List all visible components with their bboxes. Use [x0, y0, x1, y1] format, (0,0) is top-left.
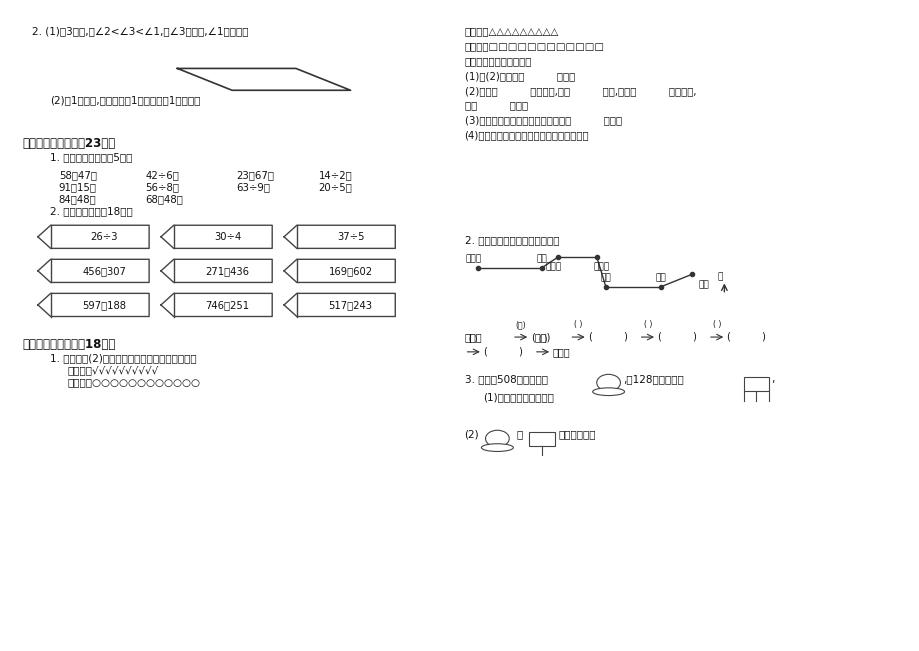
Text: 23＋67＝: 23＋67＝ — [236, 171, 275, 180]
Text: 68－48＝: 68－48＝ — [145, 194, 183, 204]
Text: 30÷4: 30÷4 — [213, 232, 241, 242]
Text: 42÷6＝: 42÷6＝ — [145, 171, 179, 180]
Text: 169＋602: 169＋602 — [328, 266, 372, 276]
Text: 科技书：√√√√√√√√√√: 科技书：√√√√√√√√√√ — [68, 365, 159, 376]
Text: 20÷5＝: 20÷5＝ — [318, 182, 352, 192]
Text: 诗歌选：□□□□□□□□□□□□: 诗歌选：□□□□□□□□□□□□ — [464, 42, 604, 51]
Text: 56÷8＝: 56÷8＝ — [145, 182, 179, 192]
Text: 北: 北 — [716, 273, 721, 282]
Polygon shape — [284, 259, 395, 283]
Ellipse shape — [592, 388, 624, 396]
Text: ( ): ( ) — [469, 335, 477, 344]
Text: 271＋436: 271＋436 — [205, 266, 249, 276]
Text: 63÷9＝: 63÷9＝ — [236, 182, 270, 192]
Text: (商场): (商场) — [530, 332, 550, 342]
Text: 有（          ）人。: 有（ ）人。 — [464, 100, 528, 111]
Text: 3. 妈妈花508元买了一件: 3. 妈妈花508元买了一件 — [464, 374, 547, 383]
FancyBboxPatch shape — [743, 377, 768, 391]
Text: 学校: 学校 — [698, 280, 708, 289]
Text: 小红家: 小红家 — [465, 254, 482, 263]
Polygon shape — [177, 68, 350, 90]
Text: ,花128元买了一件: ,花128元买了一件 — [622, 374, 683, 383]
Polygon shape — [161, 294, 272, 316]
Text: (2): (2) — [464, 430, 479, 439]
Text: 便宜多少钱？: 便宜多少钱？ — [558, 430, 596, 439]
Text: 商场: 商场 — [536, 254, 547, 263]
Polygon shape — [161, 225, 272, 249]
Circle shape — [596, 374, 619, 391]
Text: 456＋307: 456＋307 — [83, 266, 126, 276]
Text: ,: , — [770, 374, 774, 383]
Text: ( ): ( ) — [643, 320, 652, 329]
Text: ( ): ( ) — [539, 335, 547, 344]
Text: 比: 比 — [516, 430, 522, 439]
Text: (          ): ( ) — [657, 332, 696, 342]
FancyBboxPatch shape — [528, 432, 554, 446]
Text: (          ): ( ) — [483, 347, 522, 357]
Text: 六、数学万花筒。（18分）: 六、数学万花筒。（18分） — [22, 339, 116, 352]
Text: 1. 直接写出得数。（5分）: 1. 直接写出得数。（5分） — [50, 152, 132, 163]
Text: 小红家: 小红家 — [464, 332, 482, 342]
Text: 91－15＝: 91－15＝ — [59, 182, 96, 192]
Text: (2)加1条线段,使图中增加1个三角形和1个梯形。: (2)加1条线段,使图中增加1个三角形和1个梯形。 — [50, 96, 200, 105]
Text: 2. (1)画3个角,使∠2<∠3<∠1,且∠3是直角,∠1是钝角。: 2. (1)画3个角,使∠2<∠3<∠1,且∠3是直角,∠1是钝角。 — [31, 27, 248, 36]
Text: 邮局: 邮局 — [600, 273, 610, 283]
Text: (1)二(2)班共有（          ）人。: (1)二(2)班共有（ ）人。 — [464, 71, 574, 81]
Text: (          ): ( ) — [726, 332, 766, 342]
Polygon shape — [38, 294, 149, 316]
Text: ( ): ( ) — [712, 320, 720, 329]
Text: 图书馆: 图书馆 — [545, 262, 562, 271]
Text: 1. 以下为二(2)班同学喜欢图书情况的调查数据：: 1. 以下为二(2)班同学喜欢图书情况的调查数据： — [50, 353, 196, 363]
Polygon shape — [38, 259, 149, 283]
Ellipse shape — [481, 444, 513, 451]
Polygon shape — [161, 259, 272, 283]
Text: 根据整理的结果填一填。: 根据整理的结果填一填。 — [464, 56, 531, 66]
Text: 597－188: 597－188 — [83, 300, 126, 310]
Text: (          ): ( ) — [588, 332, 627, 342]
Polygon shape — [38, 225, 149, 249]
Text: 517－243: 517－243 — [328, 300, 372, 310]
Text: 37÷5: 37÷5 — [336, 232, 364, 242]
Text: 26÷3: 26÷3 — [91, 232, 118, 242]
Text: 84－48＝: 84－48＝ — [59, 194, 96, 204]
Text: 少年宫: 少年宫 — [593, 262, 608, 271]
Text: 故事书：○○○○○○○○○○○○: 故事书：○○○○○○○○○○○○ — [68, 377, 200, 387]
Text: 医院: 医院 — [654, 273, 665, 283]
Text: 746－251: 746－251 — [205, 300, 249, 310]
Text: 58－47＝: 58－47＝ — [59, 171, 96, 180]
Text: 学校。: 学校。 — [552, 347, 570, 357]
Polygon shape — [284, 294, 395, 316]
Text: (3)喜欢诗歌选的比喜欢科技书的多（          ）人。: (3)喜欢诗歌选的比喜欢科技书的多（ ）人。 — [464, 115, 621, 126]
Text: 2. 说一说小红每天上学的路线。: 2. 说一说小红每天上学的路线。 — [464, 236, 559, 245]
Text: 2. 竖式训练营。（18分）: 2. 竖式训练营。（18分） — [50, 206, 132, 217]
Polygon shape — [284, 225, 395, 249]
Text: (2)喜欢（          ）的最多,有（          ）人,喜欢（          ）的最少,: (2)喜欢（ ）的最多,有（ ）人,喜欢（ ）的最少, — [464, 86, 696, 96]
Text: 五、计算大练兵。（23分）: 五、计算大练兵。（23分） — [22, 137, 116, 150]
Circle shape — [485, 430, 509, 447]
Text: 14÷2＝: 14÷2＝ — [318, 171, 352, 180]
Text: (4)你还能提出哪些数学问题？并解答出来。: (4)你还能提出哪些数学问题？并解答出来。 — [464, 130, 588, 140]
Text: (1)她大约花了多少钱？: (1)她大约花了多少钱？ — [482, 393, 553, 402]
Text: (东): (东) — [516, 320, 526, 329]
Text: 漫画书：△△△△△△△△△: 漫画书：△△△△△△△△△ — [464, 27, 558, 36]
Text: ( ): ( ) — [573, 320, 582, 329]
